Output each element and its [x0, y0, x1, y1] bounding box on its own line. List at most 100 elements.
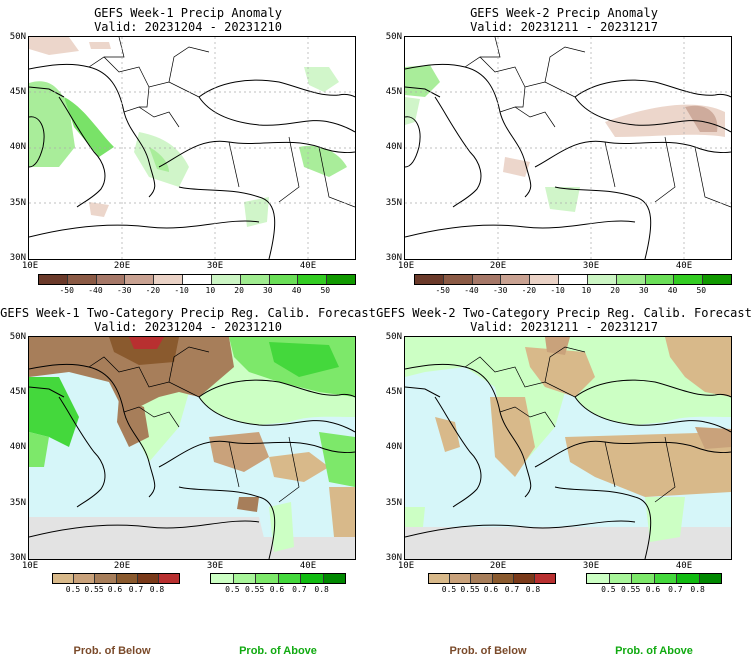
colorbar-swatch: [492, 574, 514, 583]
colorbar-tick-label: -40: [464, 286, 479, 295]
colorbar-tick-label: 0.8: [690, 585, 705, 594]
panel2-title: GEFS Week-2 Precip Anomaly: [470, 6, 658, 20]
colorbar-tick-label: 0.55: [460, 585, 480, 594]
colorbar-tick-label: -20: [521, 286, 537, 295]
colorbar-swatch: [699, 574, 721, 583]
colorbar-tick-label: 40: [667, 286, 678, 295]
colorbar-tick-label: 0.8: [525, 585, 541, 594]
week2-anomaly-map: [405, 37, 731, 259]
colorbar-tick-label: 0.5: [225, 585, 240, 594]
colorbar-swatch: [301, 574, 324, 583]
colorbar-swatch: [67, 275, 97, 284]
colorbar-tick-label: -10: [174, 286, 189, 295]
panel1-valid: Valid: 20231204 - 20231210: [94, 20, 282, 34]
colorbar-swatch: [616, 275, 646, 284]
colorbar-tick-label: 40: [291, 286, 302, 295]
lon-label: 30E: [206, 561, 224, 571]
colorbar-swatch: [240, 275, 270, 284]
colorbar-tick-label: 50: [696, 286, 707, 295]
colorbar-tick-label: 20: [610, 286, 620, 295]
colorbar-swatch: [74, 574, 96, 583]
lat-label: 40N: [9, 142, 26, 152]
lon-label: 40E: [675, 261, 693, 271]
panel4-valid: Valid: 20231211 - 20231217: [470, 320, 658, 334]
colorbar-swatch: [125, 275, 155, 284]
colorbar-tick-label: 0.6: [107, 585, 123, 594]
borders: [88, 346, 300, 503]
colorbar-swatch: [278, 574, 301, 583]
colorbar-tick-label: 0.55: [621, 585, 641, 594]
below-colorbar-week1: [52, 573, 180, 584]
colorbar-swatch: [443, 275, 473, 284]
lat-label: 30N: [9, 553, 26, 563]
colorbar-swatch: [429, 574, 451, 583]
map-panel-week2-prob: [404, 336, 732, 560]
colorbar-tick-label: 0.8: [149, 585, 165, 594]
lon-label: 10E: [21, 261, 39, 271]
borders: [464, 37, 731, 208]
lon-label: 20E: [113, 561, 131, 571]
colorbar-tick-label: 0.7: [292, 585, 307, 594]
colorbar-swatch: [39, 275, 68, 284]
colorbar-tick-label: 0.5: [601, 585, 616, 594]
colorbar-swatch: [96, 275, 126, 284]
map-panel-week2-anomaly: [404, 36, 732, 260]
colorbar-swatch: [327, 275, 355, 284]
precip-anomaly-shading: [29, 37, 347, 227]
lon-label: 30E: [206, 261, 224, 271]
panel2-valid: Valid: 20231211 - 20231217: [470, 20, 658, 34]
colorbar-tick-label: 30: [638, 286, 649, 295]
panel4-title: GEFS Week-2 Two-Category Precip Reg. Cal…: [376, 306, 752, 320]
colorbar-swatch: [158, 574, 180, 583]
lon-label: 40E: [299, 261, 317, 271]
colorbar-swatch: [233, 574, 256, 583]
colorbar-swatch: [472, 275, 502, 284]
colorbar-tick-label: 10: [205, 286, 216, 295]
colorbar-tick-label: 0.6: [483, 585, 499, 594]
colorbar-tick-label: 20: [234, 286, 244, 295]
colorbar-swatch: [513, 574, 535, 583]
map-panel-week1-anomaly: [28, 36, 356, 260]
lat-label: 45N: [385, 87, 402, 97]
colorbar-swatch: [269, 275, 299, 284]
lat-label: 50N: [9, 332, 26, 342]
colorbar-swatch: [323, 574, 345, 583]
colorbar-swatch: [534, 574, 556, 583]
colorbar-swatch: [530, 275, 560, 284]
colorbar-tick-label: 0.5: [441, 585, 457, 594]
colorbar-tick-label: 0.6: [269, 585, 285, 594]
lat-label: 40N: [385, 442, 402, 452]
anomaly-colorbar-week2: [414, 274, 732, 285]
lat-label: 35N: [9, 498, 26, 508]
colorbar-swatch: [587, 275, 617, 284]
lon-label: 40E: [675, 561, 693, 571]
lat-label: 40N: [385, 142, 402, 152]
colorbar-tick-label: 0.7: [668, 585, 683, 594]
week1-prob-map: [29, 337, 355, 559]
prob-above-label-week1: Prob. of Above: [239, 645, 317, 657]
lat-label: 30N: [385, 253, 402, 263]
colorbar-tick-label: 0.55: [245, 585, 265, 594]
colorbar-swatch: [298, 275, 328, 284]
lon-label: 10E: [21, 561, 39, 571]
colorbar-tick-label: -20: [145, 286, 161, 295]
panel1-title: GEFS Week-1 Precip Anomaly: [94, 6, 282, 20]
coastlines: [29, 63, 355, 259]
lon-label: 30E: [582, 261, 600, 271]
gridlines: [29, 37, 355, 259]
colorbar-tick-label: 0.55: [84, 585, 104, 594]
colorbar-swatch: [632, 574, 655, 583]
colorbar-swatch: [154, 275, 184, 284]
colorbar-swatch: [211, 275, 241, 284]
colorbar-tick-label: 10: [581, 286, 592, 295]
colorbar-swatch: [53, 574, 75, 583]
lat-label: 45N: [9, 87, 26, 97]
colorbar-tick-label: 0.8: [314, 585, 329, 594]
lat-label: 50N: [385, 332, 402, 342]
above-colorbar-week1: [210, 573, 346, 584]
lat-label: 35N: [385, 198, 402, 208]
colorbar-tick-label: -30: [116, 286, 132, 295]
panel3-title: GEFS Week-1 Two-Category Precip Reg. Cal…: [0, 306, 376, 320]
colorbar-tick-label: -50: [59, 286, 74, 295]
colorbar-swatch: [116, 574, 138, 583]
